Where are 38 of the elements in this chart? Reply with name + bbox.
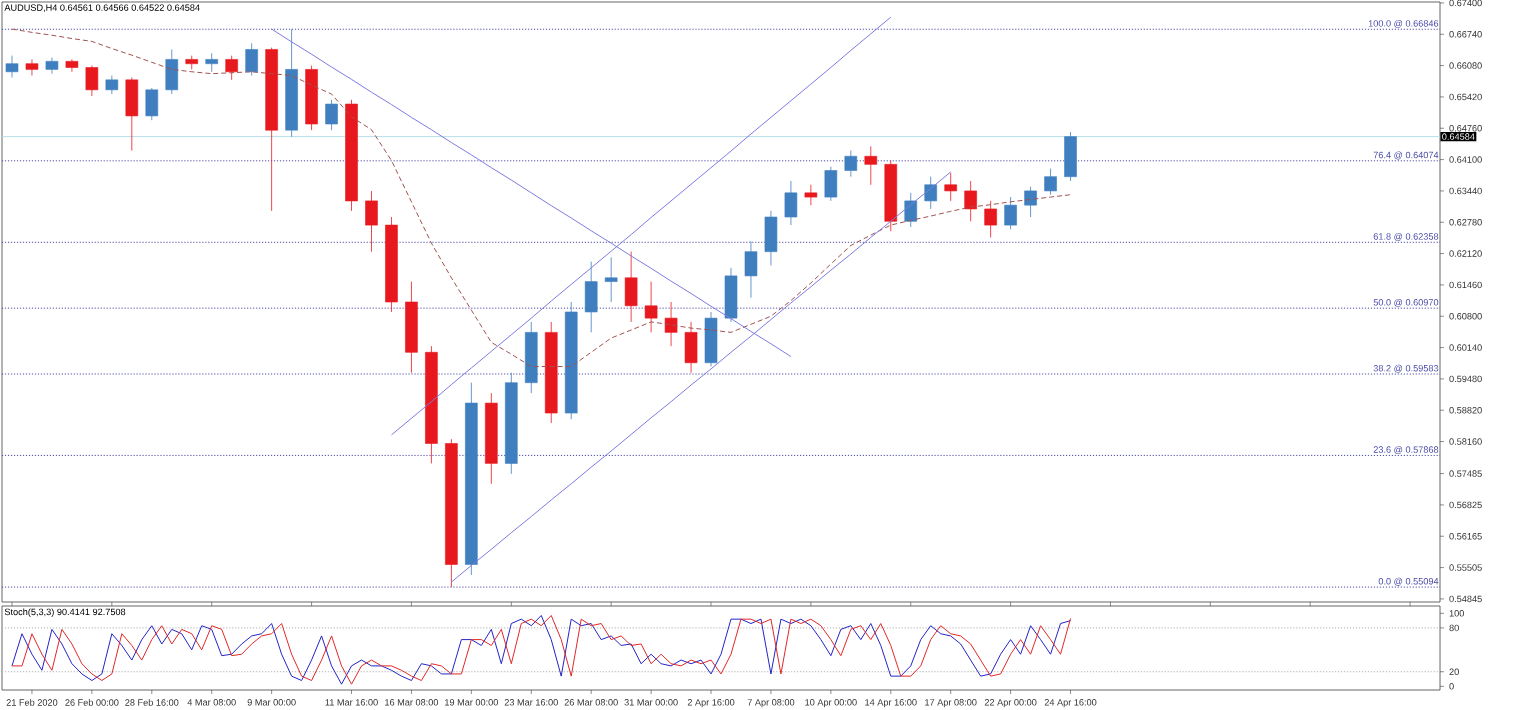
candlestick [245, 42, 258, 76]
candlestick [1044, 168, 1057, 196]
candlestick [165, 49, 179, 95]
candlestick [784, 180, 798, 226]
candlestick [1024, 186, 1037, 218]
candlestick [684, 321, 698, 374]
candlestick [624, 251, 638, 323]
candlestick [604, 256, 618, 303]
candlestick [85, 65, 99, 97]
candlestick [145, 87, 159, 121]
candlestick [205, 52, 218, 73]
candlestick [724, 267, 738, 323]
candlestick [764, 210, 778, 266]
candlestick [964, 180, 977, 222]
candlestick [325, 99, 338, 131]
candlestick [1004, 196, 1017, 230]
candlestick [904, 192, 918, 228]
candlestick [1064, 131, 1077, 182]
candlestick [824, 166, 838, 202]
candlestick [744, 240, 758, 299]
candlestick [125, 77, 139, 151]
candlestick [25, 59, 39, 76]
candlestick [584, 261, 598, 333]
candlestick [984, 200, 997, 238]
candlestick [704, 311, 718, 367]
candlestick [864, 145, 878, 186]
candlestick [5, 55, 19, 78]
candlestick [844, 150, 858, 178]
candlestick [804, 184, 818, 206]
candlestick [664, 301, 678, 347]
candlestick [365, 190, 378, 253]
candlestick [944, 172, 957, 202]
candlestick [45, 57, 59, 75]
candlestick [644, 281, 658, 333]
candlestick [105, 75, 119, 95]
candlestick [924, 176, 937, 210]
candlestick [65, 59, 79, 73]
candlestick [225, 55, 238, 81]
